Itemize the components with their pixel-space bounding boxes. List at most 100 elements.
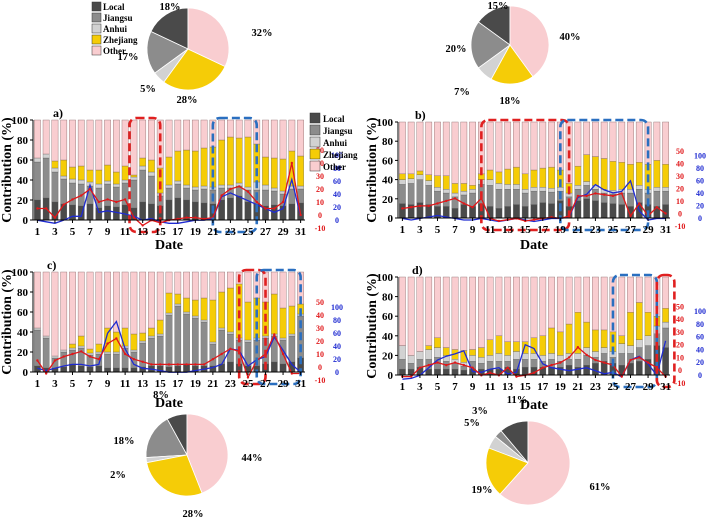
red-point bbox=[273, 207, 276, 210]
red-axis-tick-label: 0 bbox=[678, 209, 682, 218]
red-point bbox=[185, 216, 188, 219]
bar-zhejiang bbox=[521, 173, 529, 190]
bar-local bbox=[60, 366, 68, 373]
x-tick-label: 3 bbox=[52, 378, 58, 390]
bar-local bbox=[121, 204, 129, 221]
red-axis-tick-label: 30 bbox=[316, 172, 324, 181]
x-tick-label: 29 bbox=[643, 381, 655, 393]
bar-local bbox=[521, 206, 529, 219]
bar-anhui bbox=[218, 327, 225, 331]
blue-axis-tick-label: 60 bbox=[333, 177, 341, 186]
bar-jiangsu bbox=[653, 190, 661, 207]
red-point bbox=[664, 212, 667, 215]
bar-local bbox=[279, 363, 287, 373]
red-point bbox=[532, 218, 536, 221]
bar-jiangsu bbox=[104, 353, 111, 369]
bar-legend-swatch-zhejiang bbox=[309, 148, 321, 160]
x-tick-label: 17 bbox=[537, 224, 549, 236]
bar-zhejiang bbox=[297, 155, 304, 187]
bar-zhejiang bbox=[399, 173, 406, 180]
highlight-box-red bbox=[128, 116, 162, 234]
red-point bbox=[176, 363, 179, 366]
panel-label: d) bbox=[412, 263, 423, 277]
bar-zhejiang bbox=[77, 335, 85, 347]
red-point bbox=[44, 207, 48, 210]
bar-local bbox=[77, 365, 85, 373]
bar-other bbox=[618, 121, 626, 163]
x-tick-label: 7 bbox=[452, 381, 458, 393]
red-point bbox=[71, 352, 74, 356]
bar-zhejiang bbox=[156, 319, 164, 335]
bar-zhejiang bbox=[539, 335, 547, 356]
y-tick-label: 100 bbox=[12, 267, 29, 279]
bar-jiangsu bbox=[574, 359, 582, 368]
x-tick-label: 9 bbox=[105, 226, 111, 238]
pie-slice-other bbox=[186, 413, 229, 494]
red-point bbox=[106, 198, 109, 201]
blue-axis-tick-label: 80 bbox=[333, 316, 341, 325]
bar-anhui bbox=[460, 190, 468, 196]
bar-legend-label-local: Local bbox=[323, 114, 345, 124]
y-tick-label: 0 bbox=[23, 215, 29, 227]
pie-slice-zhejiang bbox=[490, 44, 534, 85]
red-axis-tick-label: 40 bbox=[316, 311, 324, 320]
y-tick-label: 40 bbox=[17, 175, 29, 187]
bar-other bbox=[235, 119, 243, 139]
bar-anhui bbox=[425, 349, 433, 360]
bar-local bbox=[113, 206, 120, 221]
bar-jiangsu bbox=[530, 359, 538, 368]
bar-zhejiang bbox=[618, 335, 626, 344]
panel-label: b) bbox=[415, 108, 426, 122]
legend-label-anhui: Anhui bbox=[103, 24, 128, 34]
bar-local bbox=[592, 200, 599, 219]
legend-swatch-jiangsu bbox=[91, 12, 102, 23]
bar-jiangsu bbox=[618, 353, 626, 366]
bar-other bbox=[288, 271, 296, 307]
bar-anhui bbox=[69, 178, 76, 184]
bar-other bbox=[262, 119, 269, 158]
bar-zhejiang bbox=[486, 169, 494, 180]
blue-axis-tick-label: 0 bbox=[335, 216, 339, 225]
bar-other bbox=[486, 276, 494, 340]
bar-anhui bbox=[592, 351, 599, 358]
bar-anhui bbox=[77, 345, 85, 349]
bar-local bbox=[121, 367, 129, 373]
bar-zhejiang bbox=[627, 312, 634, 346]
bar-jiangsu bbox=[521, 192, 529, 207]
red-point bbox=[541, 366, 544, 369]
bar-zhejiang bbox=[539, 167, 547, 188]
bar-other bbox=[653, 121, 661, 161]
bar-other bbox=[174, 271, 182, 295]
red-point bbox=[594, 192, 597, 195]
legend-swatch-local bbox=[91, 1, 102, 12]
bar-anhui bbox=[504, 184, 511, 190]
bar-zhejiang bbox=[209, 299, 217, 343]
bar-other bbox=[60, 271, 68, 351]
bar-anhui bbox=[469, 189, 476, 194]
bar-other bbox=[279, 119, 287, 160]
bar-other bbox=[69, 119, 76, 168]
red-point bbox=[611, 194, 615, 198]
highlight-box-red bbox=[655, 273, 676, 389]
bar-anhui bbox=[262, 184, 269, 191]
x-tick-label: 13 bbox=[502, 224, 514, 236]
red-point bbox=[211, 358, 215, 361]
red-point bbox=[115, 337, 118, 340]
x-tick-label: 31 bbox=[295, 226, 306, 238]
bar-local bbox=[165, 199, 173, 221]
red-point bbox=[202, 363, 206, 366]
bar-local bbox=[130, 367, 138, 373]
bar-other bbox=[504, 121, 512, 170]
y-tick-label: 0 bbox=[388, 370, 394, 382]
red-axis-tick-label: -10 bbox=[675, 379, 686, 388]
red-point bbox=[638, 202, 641, 205]
y-tick-label: 100 bbox=[377, 117, 394, 129]
bar-jiangsu bbox=[156, 335, 164, 367]
bar-anhui bbox=[95, 351, 103, 355]
red-point bbox=[220, 194, 223, 197]
x-tick-label: 27 bbox=[625, 381, 637, 393]
x-tick-label: 23 bbox=[590, 224, 602, 236]
bar-local bbox=[521, 367, 529, 376]
bar-other bbox=[451, 121, 459, 184]
